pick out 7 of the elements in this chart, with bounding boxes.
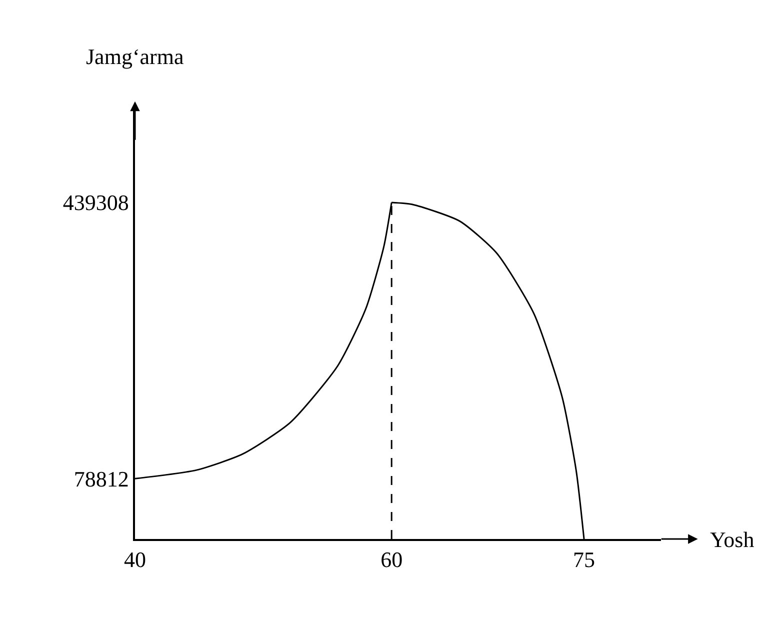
- x-tick-label: 75: [573, 547, 596, 572]
- x-axis-title: Yosh: [710, 527, 754, 552]
- x-tick-label: 40: [124, 547, 146, 572]
- y-axis-title: Jamg‘arma: [86, 44, 184, 69]
- y-tick-label: 78812: [74, 466, 129, 492]
- x-tick-label: 60: [380, 547, 403, 572]
- y-tick-label: 439308: [62, 190, 129, 216]
